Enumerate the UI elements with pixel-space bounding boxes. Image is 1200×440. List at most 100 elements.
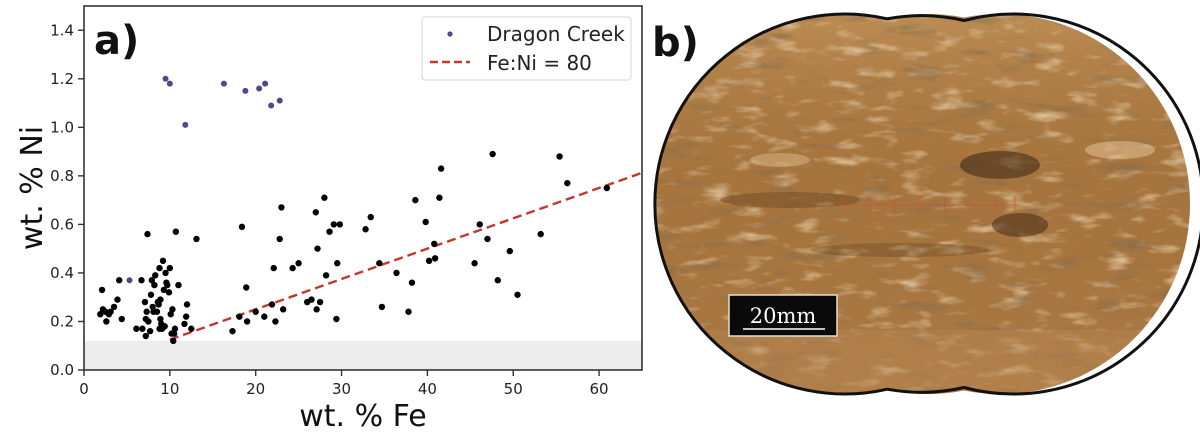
y-tick-label: 0.6: [50, 215, 74, 233]
data-point: [147, 291, 155, 298]
data-point: [162, 75, 169, 82]
data-point: [243, 284, 250, 291]
data-point: [220, 80, 227, 87]
dragon-creek-marker-icon: [447, 31, 453, 37]
data-point: [321, 194, 328, 201]
data-point: [170, 330, 178, 337]
data-point: [314, 245, 321, 252]
data-point: [603, 184, 611, 192]
data-point: [139, 325, 146, 332]
data-point: [144, 230, 151, 238]
data-point: [272, 318, 279, 325]
data-point: [167, 310, 174, 318]
data-point: [506, 247, 513, 255]
data-point: [146, 327, 154, 335]
data-point: [276, 235, 283, 243]
data-point: [162, 269, 169, 277]
data-point: [149, 303, 156, 311]
y-tick-label: 0.8: [50, 167, 74, 185]
data-point: [537, 230, 544, 238]
data-point: [157, 296, 164, 303]
y-axis-ticks: 0.0 0.2 0.4 0.6 0.8 1.0 1.2 1.4: [50, 21, 84, 379]
data-point: [138, 277, 145, 284]
data-point: [114, 296, 121, 303]
data-point: [159, 257, 167, 264]
plot-frame: [83, 5, 643, 371]
data-point: [330, 221, 338, 228]
data-point: [182, 121, 189, 128]
x-tick-label: 30: [332, 380, 351, 398]
data-point: [175, 281, 182, 289]
data-point: [183, 301, 191, 308]
x-tick-label: 20: [246, 380, 265, 398]
data-point: [308, 296, 315, 303]
data-point: [436, 194, 443, 201]
data-point: [326, 228, 333, 235]
y-tick-label: 0.2: [50, 312, 74, 330]
data-point: [238, 223, 246, 231]
data-point: [133, 325, 140, 332]
photo-outline: [653, 12, 1200, 396]
data-point: [471, 260, 478, 267]
data-point: [333, 315, 340, 323]
x-tick-label: 40: [418, 380, 437, 398]
y-tick-label: 0.0: [50, 361, 74, 379]
data-point: [295, 260, 302, 267]
data-point: [171, 325, 179, 332]
scale-bar-label: 20mm: [750, 304, 817, 328]
x-tick-label: 0: [79, 380, 89, 398]
data-point: [166, 264, 174, 272]
data-point: [151, 281, 158, 289]
data-point: [270, 264, 277, 272]
data-point: [279, 306, 287, 313]
data-point: [193, 235, 200, 243]
data-point: [276, 97, 283, 104]
x-axis-label: wt. % Fe: [299, 399, 427, 434]
data-point: [169, 306, 176, 313]
data-point: [494, 277, 501, 284]
analysis-point-marks: [840, 196, 1020, 214]
data-point: [334, 260, 341, 267]
data-point: [97, 310, 104, 318]
data-point: [229, 327, 236, 335]
data-point: [289, 264, 296, 272]
data-point: [155, 301, 162, 308]
legend: Dragon Creek Fe:Ni = 80: [421, 16, 632, 81]
data-point: [181, 320, 188, 328]
y-tick-label: 1.0: [50, 118, 74, 136]
data-point: [564, 179, 571, 187]
data-point: [165, 289, 173, 296]
data-point: [425, 257, 433, 264]
data-point: [118, 315, 125, 323]
data-point: [476, 221, 483, 228]
data-point: [556, 153, 563, 160]
y-tick-label: 1.4: [50, 21, 74, 39]
data-point: [278, 204, 285, 211]
data-point: [412, 196, 419, 204]
data-point: [252, 308, 259, 315]
data-point: [161, 323, 168, 330]
data-point: [148, 277, 156, 284]
data-point: [489, 150, 496, 158]
x-tick-label: 50: [504, 380, 523, 398]
detection-limit-band: [84, 340, 642, 370]
data-point: [256, 85, 263, 92]
data-point: [378, 303, 386, 311]
x-axis-ticks: 0 10 20 30 40 50 60: [79, 370, 609, 398]
data-point: [107, 308, 114, 315]
data-point: [437, 165, 445, 172]
data-point: [172, 228, 180, 235]
data-point: [166, 80, 173, 87]
data-point: [514, 291, 521, 298]
data-point: [143, 308, 150, 315]
data-point: [431, 255, 439, 262]
legend-box: [421, 16, 632, 81]
scatter-plot-panel: 0 10 20 30 40 50 60 0.0 0.2 0.4 0.6 0.8 1.0 1.2 1.4 w…: [15, 5, 643, 434]
data-point: [376, 260, 383, 267]
data-point: [336, 221, 344, 228]
other-targets-points: [97, 150, 611, 345]
data-point: [362, 226, 369, 233]
data-point: [243, 318, 251, 325]
data-point: [313, 306, 320, 313]
